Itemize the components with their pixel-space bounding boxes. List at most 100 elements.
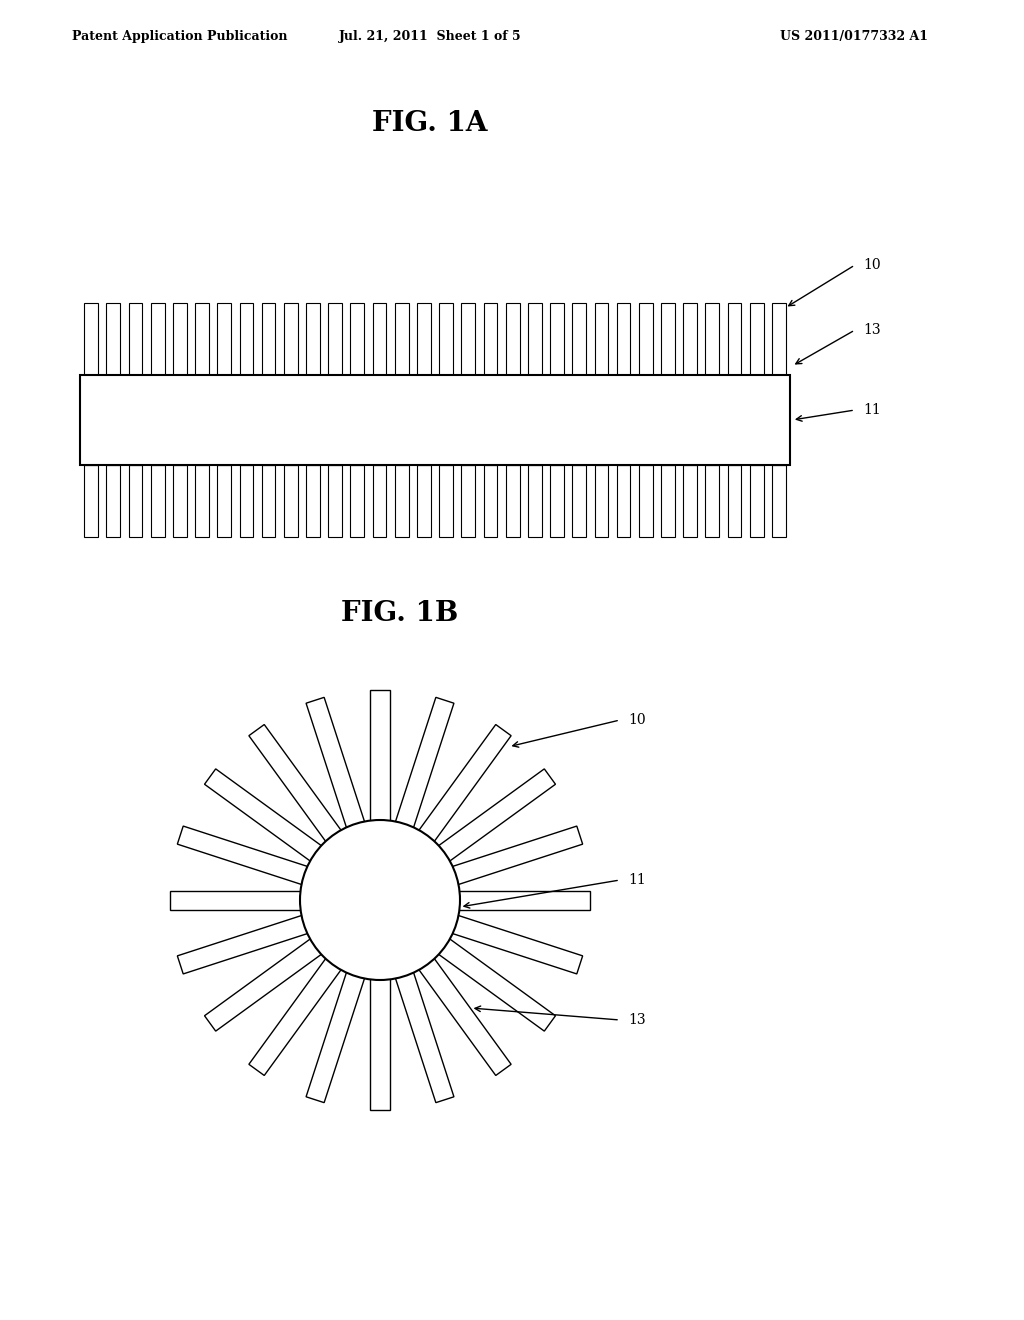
Bar bbox=[217, 447, 231, 465]
Bar bbox=[350, 375, 365, 393]
Bar bbox=[262, 375, 275, 393]
Bar bbox=[706, 447, 719, 465]
Polygon shape bbox=[371, 972, 389, 1110]
Bar bbox=[262, 465, 275, 537]
Bar bbox=[350, 447, 365, 465]
Text: FIG. 1B: FIG. 1B bbox=[341, 601, 459, 627]
Bar bbox=[462, 304, 475, 375]
Bar bbox=[196, 304, 209, 375]
Bar bbox=[129, 465, 142, 537]
Bar bbox=[750, 304, 764, 375]
Bar bbox=[483, 375, 498, 393]
Bar bbox=[217, 304, 231, 375]
Bar bbox=[129, 447, 142, 465]
Bar bbox=[173, 304, 186, 375]
Bar bbox=[350, 465, 365, 537]
Bar bbox=[528, 447, 542, 465]
Bar bbox=[306, 375, 319, 393]
Polygon shape bbox=[445, 826, 583, 887]
Bar bbox=[306, 465, 319, 537]
Bar bbox=[439, 465, 453, 537]
Bar bbox=[395, 465, 409, 537]
Bar bbox=[706, 465, 719, 537]
Bar bbox=[506, 465, 519, 537]
Polygon shape bbox=[249, 953, 345, 1076]
Bar bbox=[483, 465, 498, 537]
Bar bbox=[284, 375, 298, 393]
Bar bbox=[506, 447, 519, 465]
Bar bbox=[683, 375, 697, 393]
Bar bbox=[329, 447, 342, 465]
Bar bbox=[728, 447, 741, 465]
Bar bbox=[706, 304, 719, 375]
Bar bbox=[639, 375, 652, 393]
Bar bbox=[772, 447, 785, 465]
Bar bbox=[373, 375, 386, 393]
Bar bbox=[462, 465, 475, 537]
Bar bbox=[550, 465, 564, 537]
Bar bbox=[240, 447, 253, 465]
Bar bbox=[595, 465, 608, 537]
Bar bbox=[262, 447, 275, 465]
Text: Patent Application Publication: Patent Application Publication bbox=[72, 30, 288, 44]
Bar bbox=[84, 465, 98, 537]
Bar bbox=[417, 375, 431, 393]
Bar bbox=[639, 465, 652, 537]
Bar bbox=[572, 375, 586, 393]
Bar bbox=[240, 375, 253, 393]
Bar bbox=[129, 375, 142, 393]
Text: Jul. 21, 2011  Sheet 1 of 5: Jul. 21, 2011 Sheet 1 of 5 bbox=[339, 30, 521, 44]
Bar bbox=[196, 375, 209, 393]
Bar bbox=[306, 304, 319, 375]
Bar bbox=[483, 447, 498, 465]
Bar bbox=[639, 304, 652, 375]
Text: FIG. 1A: FIG. 1A bbox=[373, 110, 487, 137]
Bar bbox=[350, 304, 365, 375]
Bar bbox=[84, 447, 98, 465]
Circle shape bbox=[300, 820, 460, 979]
Bar bbox=[528, 304, 542, 375]
Bar bbox=[439, 304, 453, 375]
Bar bbox=[240, 304, 253, 375]
Polygon shape bbox=[177, 913, 314, 974]
Bar bbox=[417, 447, 431, 465]
Bar bbox=[329, 304, 342, 375]
Bar bbox=[217, 465, 231, 537]
Bar bbox=[572, 304, 586, 375]
Bar bbox=[662, 375, 675, 393]
Polygon shape bbox=[205, 768, 328, 866]
Bar bbox=[662, 465, 675, 537]
Bar bbox=[595, 447, 608, 465]
Bar bbox=[550, 375, 564, 393]
Bar bbox=[462, 375, 475, 393]
Bar bbox=[329, 375, 342, 393]
Bar bbox=[662, 447, 675, 465]
Text: 13: 13 bbox=[628, 1012, 645, 1027]
Bar bbox=[528, 465, 542, 537]
Bar bbox=[84, 375, 98, 393]
Text: 10: 10 bbox=[863, 257, 881, 272]
Bar bbox=[550, 447, 564, 465]
Bar bbox=[662, 304, 675, 375]
Bar bbox=[284, 304, 298, 375]
Polygon shape bbox=[415, 953, 511, 1076]
Bar bbox=[706, 375, 719, 393]
Text: US 2011/0177332 A1: US 2011/0177332 A1 bbox=[780, 30, 928, 44]
Bar bbox=[572, 465, 586, 537]
Bar bbox=[151, 304, 165, 375]
Bar bbox=[683, 465, 697, 537]
Bar bbox=[373, 447, 386, 465]
Bar bbox=[772, 465, 785, 537]
Bar bbox=[84, 304, 98, 375]
Bar bbox=[262, 304, 275, 375]
Bar bbox=[284, 447, 298, 465]
Bar bbox=[772, 304, 785, 375]
Bar bbox=[329, 465, 342, 537]
Bar bbox=[439, 375, 453, 393]
Polygon shape bbox=[452, 891, 590, 909]
Bar bbox=[506, 304, 519, 375]
Bar bbox=[417, 304, 431, 375]
Bar bbox=[528, 375, 542, 393]
Bar bbox=[728, 304, 741, 375]
Bar bbox=[439, 447, 453, 465]
